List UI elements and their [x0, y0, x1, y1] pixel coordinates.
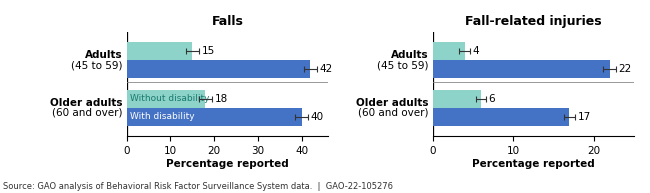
Bar — [127, 60, 311, 78]
Text: Older adults: Older adults — [356, 98, 428, 108]
Text: 42: 42 — [319, 64, 333, 74]
Text: (60 and over): (60 and over) — [52, 108, 123, 118]
Text: (45 to 59): (45 to 59) — [377, 60, 428, 70]
Bar — [432, 42, 465, 60]
X-axis label: Percentage reported: Percentage reported — [166, 159, 289, 168]
Text: 17: 17 — [577, 112, 591, 122]
Text: Older adults: Older adults — [50, 98, 123, 108]
Text: 18: 18 — [214, 94, 227, 104]
Bar — [432, 108, 569, 126]
Text: Without disability: Without disability — [131, 94, 210, 103]
Bar — [432, 60, 610, 78]
Bar — [432, 90, 481, 108]
Text: 40: 40 — [311, 112, 324, 122]
X-axis label: Percentage reported: Percentage reported — [472, 159, 595, 168]
Bar — [127, 90, 205, 108]
Text: (60 and over): (60 and over) — [358, 108, 428, 118]
Text: With disability: With disability — [131, 112, 195, 121]
Text: (45 to 59): (45 to 59) — [72, 60, 123, 70]
Text: 4: 4 — [473, 46, 480, 56]
Text: 6: 6 — [488, 94, 495, 104]
Bar — [127, 108, 302, 126]
Text: Source: GAO analysis of Behavioral Risk Factor Surveillance System data.  |  GAO: Source: GAO analysis of Behavioral Risk … — [3, 182, 393, 191]
Text: Adults: Adults — [85, 50, 123, 60]
Text: Adults: Adults — [391, 50, 428, 60]
Text: 22: 22 — [618, 64, 632, 74]
Bar — [127, 42, 192, 60]
Text: 15: 15 — [202, 46, 214, 56]
Title: Fall-related injuries: Fall-related injuries — [465, 15, 601, 28]
Title: Falls: Falls — [211, 15, 243, 28]
